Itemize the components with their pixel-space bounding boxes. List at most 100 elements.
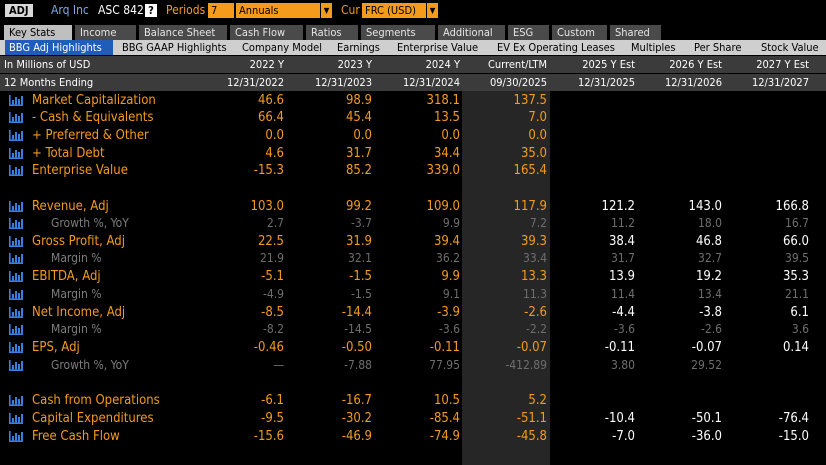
accounting-standard[interactable]: ASC 842 bbox=[98, 3, 144, 17]
table-row[interactable]: Cash from Operations -6.1 -16.7 10.5 5.2 bbox=[0, 392, 826, 409]
tab-key-stats[interactable]: Key Stats bbox=[4, 25, 72, 40]
help-icon[interactable]: ? bbox=[145, 4, 157, 17]
subtab-earnings[interactable]: Earnings bbox=[337, 41, 380, 54]
bar-chart-icon[interactable] bbox=[9, 253, 23, 264]
tab-income[interactable]: Income bbox=[75, 25, 136, 40]
subtab-multiples[interactable]: Multiples bbox=[631, 41, 676, 54]
table-cell: 11.4 bbox=[610, 287, 635, 301]
table-cell: -4.9 bbox=[262, 287, 284, 301]
bar-chart-icon[interactable] bbox=[9, 165, 23, 176]
table-cell: — bbox=[273, 358, 284, 372]
currency-select[interactable]: FRC (USD) bbox=[362, 3, 426, 18]
subtab-stock-value[interactable]: Stock Value bbox=[761, 41, 819, 54]
bar-chart-icon[interactable] bbox=[9, 148, 23, 159]
table-row[interactable]: + Preferred & Other 0.0 0.0 0.0 0.0 bbox=[0, 127, 826, 144]
table-cell: 46.6 bbox=[257, 93, 284, 108]
chevron-down-icon[interactable]: ▼ bbox=[426, 3, 438, 18]
tab-ratios[interactable]: Ratios bbox=[306, 25, 358, 40]
bar-chart-icon[interactable] bbox=[9, 413, 23, 424]
column-header[interactable]: 2024 Y bbox=[425, 58, 460, 71]
table-row[interactable]: Enterprise Value -15.3 85.2 339.0 165.4 bbox=[0, 162, 826, 179]
ticker-field[interactable]: ADJ bbox=[5, 4, 33, 17]
table-cell: 35.3 bbox=[782, 269, 809, 284]
bar-chart-icon[interactable] bbox=[9, 307, 23, 318]
table-cell: 21.1 bbox=[784, 287, 809, 301]
bar-chart-icon[interactable] bbox=[9, 218, 23, 229]
column-header[interactable]: Current/LTM bbox=[487, 58, 547, 71]
table-cell: 46.8 bbox=[695, 234, 722, 249]
table-cell: 31.7 bbox=[610, 251, 635, 265]
table-row[interactable]: Market Capitalization 46.6 98.9 318.1 137.5 bbox=[0, 92, 826, 109]
tab-segments[interactable]: Segments bbox=[361, 25, 435, 40]
tab-cash-flow[interactable]: Cash Flow bbox=[230, 25, 303, 40]
periodicity-select[interactable]: Annuals bbox=[236, 3, 320, 18]
column-header[interactable]: 2027 Y Est bbox=[756, 58, 809, 71]
table-row[interactable]: Margin % -4.9 -1.5 9.1 11.3 11.4 13.4 21.1 bbox=[0, 286, 826, 303]
table-row[interactable]: - Cash & Equivalents 66.4 45.4 13.5 7.0 bbox=[0, 109, 826, 126]
table-row[interactable]: Free Cash Flow -15.6 -46.9 -74.9 -45.8 -7.0 -3… bbox=[0, 428, 826, 445]
table-cell: 143.0 bbox=[688, 199, 722, 214]
bar-chart-icon[interactable] bbox=[9, 431, 23, 442]
bar-chart-icon[interactable] bbox=[9, 271, 23, 282]
table-cell: 11.2 bbox=[610, 216, 635, 230]
subtab-bbg-adj-highlights[interactable]: BBG Adj Highlights bbox=[5, 40, 113, 55]
subtab-per-share[interactable]: Per Share bbox=[694, 41, 742, 54]
table-cell: 32.7 bbox=[697, 251, 722, 265]
bar-chart-icon[interactable] bbox=[9, 360, 23, 371]
table-row[interactable]: EPS, Adj -0.46 -0.50 -0.11 -0.07 -0.11 -0.07 0.… bbox=[0, 339, 826, 356]
row-label: Margin % bbox=[51, 287, 102, 301]
table-cell: 0.0 bbox=[441, 128, 460, 143]
subtab-company-model[interactable]: Company Model bbox=[242, 41, 322, 54]
table-row[interactable]: Gross Profit, Adj 22.5 31.9 39.4 39.3 38.4 46.… bbox=[0, 233, 826, 250]
table-cell: -15.0 bbox=[778, 429, 809, 444]
table-cell: 165.4 bbox=[513, 163, 547, 178]
table-cell: -2.2 bbox=[525, 322, 547, 336]
table-row[interactable]: Margin % 21.9 32.1 36.2 33.4 31.7 32.7 39.5 bbox=[0, 250, 826, 267]
tab-balance-sheet[interactable]: Balance Sheet bbox=[139, 25, 227, 40]
table-cell: -9.5 bbox=[261, 411, 284, 426]
table-row[interactable]: Capital Expenditures -9.5 -30.2 -85.4 -51.1 -… bbox=[0, 410, 826, 427]
tab-esg[interactable]: ESG bbox=[508, 25, 549, 40]
table-row[interactable]: Growth %, YoY 2.7 -3.7 9.9 7.2 11.2 18.0 16.7 bbox=[0, 215, 826, 232]
table-row[interactable]: + Total Debt 4.6 31.7 34.4 35.0 bbox=[0, 145, 826, 162]
bar-chart-icon[interactable] bbox=[9, 130, 23, 141]
tab-shared[interactable]: Shared bbox=[610, 25, 661, 40]
column-header[interactable]: 2026 Y Est bbox=[669, 58, 722, 71]
table-row[interactable]: Margin % -8.2 -14.5 -3.6 -2.2 -3.6 -2.6 3.6 bbox=[0, 321, 826, 338]
bar-chart-icon[interactable] bbox=[9, 342, 23, 353]
table-cell: 121.2 bbox=[601, 199, 635, 214]
table-cell: 22.5 bbox=[257, 234, 284, 249]
tab-additional[interactable]: Additional bbox=[438, 25, 505, 40]
table-row[interactable]: Revenue, Adj 103.0 99.2 109.0 117.9 121.2 143.… bbox=[0, 198, 826, 215]
column-header[interactable]: 2023 Y bbox=[337, 58, 372, 71]
subtab-bbg-gaap-highlights[interactable]: BBG GAAP Highlights bbox=[122, 41, 227, 54]
table-row[interactable]: Growth %, YoY — -7.88 77.95 -412.89 3.80 29.52 bbox=[0, 357, 826, 374]
table-cell: -1.5 bbox=[350, 287, 372, 301]
table-cell: -76.4 bbox=[778, 411, 809, 426]
tab-custom[interactable]: Custom bbox=[552, 25, 607, 40]
table-cell: -45.8 bbox=[516, 429, 547, 444]
column-header[interactable]: 2022 Y bbox=[249, 58, 284, 71]
table-cell: -3.9 bbox=[437, 305, 460, 320]
table-cell: 109.0 bbox=[426, 199, 460, 214]
subtab-ev-ex-operating-leases[interactable]: EV Ex Operating Leases bbox=[497, 41, 615, 54]
periods-input[interactable]: 7 bbox=[208, 3, 234, 18]
table-row[interactable]: EBITDA, Adj -5.1 -1.5 9.9 13.3 13.9 19.2 35.3 bbox=[0, 268, 826, 285]
bar-chart-icon[interactable] bbox=[9, 236, 23, 247]
table-cell: 85.2 bbox=[345, 163, 372, 178]
periods-label: Periods bbox=[166, 3, 206, 17]
table-cell: 31.7 bbox=[345, 146, 372, 161]
subtab-enterprise-value[interactable]: Enterprise Value bbox=[397, 41, 479, 54]
table-cell: 0.0 bbox=[353, 128, 372, 143]
chevron-down-icon[interactable]: ▼ bbox=[320, 3, 332, 18]
column-header[interactable]: 2025 Y Est bbox=[582, 58, 635, 71]
bar-chart-icon[interactable] bbox=[9, 289, 23, 300]
table-row[interactable]: Net Income, Adj -8.5 -14.4 -3.9 -2.6 -4.4 -3.8… bbox=[0, 304, 826, 321]
bar-chart-icon[interactable] bbox=[9, 324, 23, 335]
bar-chart-icon[interactable] bbox=[9, 112, 23, 123]
bar-chart-icon[interactable] bbox=[9, 395, 23, 406]
bar-chart-icon[interactable] bbox=[9, 95, 23, 106]
bar-chart-icon[interactable] bbox=[9, 201, 23, 212]
row-label: Growth %, YoY bbox=[51, 216, 129, 230]
table-cell: 13.9 bbox=[608, 269, 635, 284]
